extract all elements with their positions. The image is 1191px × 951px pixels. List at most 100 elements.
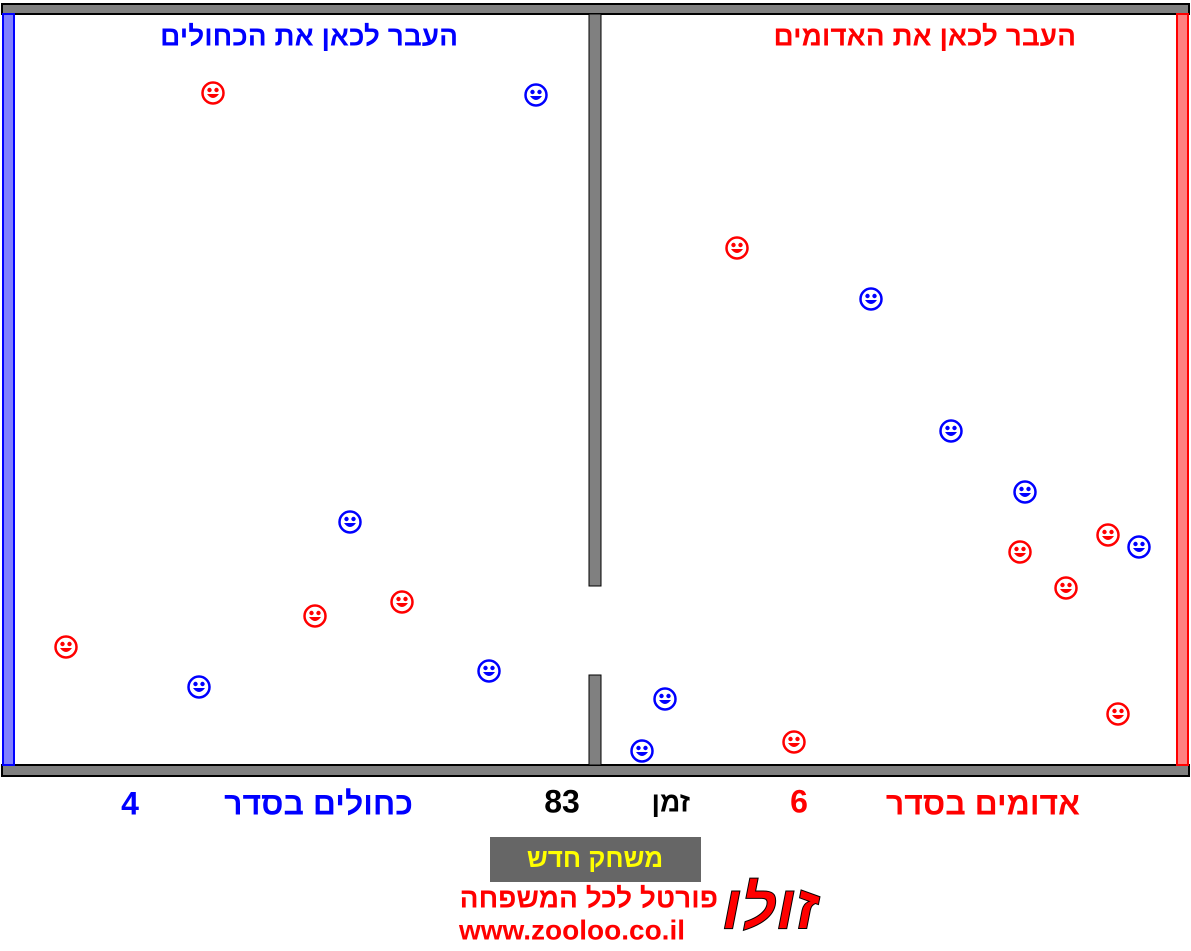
smiley: [338, 510, 362, 534]
smiley-face: [390, 590, 414, 614]
blue-count: 4: [121, 785, 139, 821]
button-bg[interactable]: [490, 837, 701, 882]
smiley: [859, 287, 883, 311]
time-label: זמן: [652, 786, 690, 817]
smiley-eye: [351, 516, 356, 522]
time: 83: [544, 783, 580, 819]
smiley-eye: [403, 596, 408, 602]
smiley-face: [1127, 535, 1151, 559]
smiley-eye: [1021, 546, 1026, 552]
smiley-eye: [1014, 546, 1019, 552]
smiley-face: [939, 419, 963, 443]
smiley-mouth: [731, 249, 743, 253]
smiley-eye: [60, 641, 65, 647]
smiley: [390, 590, 414, 614]
smiley: [725, 236, 749, 260]
new-game-button[interactable]: משחק חדש: [490, 837, 701, 882]
smiley: [1096, 523, 1120, 547]
smiley-mouth: [396, 603, 408, 607]
smiley: [201, 81, 225, 105]
smiley-eye: [865, 293, 870, 299]
smiley-mouth: [788, 743, 800, 747]
smiley-face: [1106, 702, 1130, 726]
smiley-eye: [214, 87, 219, 93]
bottom-wall: [1, 764, 1190, 777]
smiley-eye: [666, 693, 671, 699]
smiley-eye: [530, 89, 535, 95]
smiley-eye: [795, 736, 800, 742]
smiley-eye: [731, 242, 736, 248]
smiley-face: [524, 83, 548, 107]
smiley-eye: [945, 425, 950, 431]
smiley-eye: [643, 745, 648, 751]
smiley-mouth: [207, 94, 219, 98]
smiley-eye: [1019, 486, 1024, 492]
smiley-eye: [344, 516, 349, 522]
smiley-eye: [1067, 582, 1072, 588]
players: [54, 81, 1151, 763]
smiley-mouth: [945, 432, 957, 436]
smiley-eye: [1060, 582, 1065, 588]
smiley-eye: [659, 693, 664, 699]
smiley-mouth: [309, 617, 321, 621]
smiley-eye: [207, 87, 212, 93]
smiley-eye: [67, 641, 72, 647]
button-label[interactable]: משחק חדש: [527, 843, 663, 873]
smiley-face: [1054, 576, 1078, 600]
smiley-eye: [952, 425, 957, 431]
smiley: [1106, 702, 1130, 726]
smiley-face: [630, 739, 654, 763]
smiley: [524, 83, 548, 107]
smiley-mouth: [1133, 548, 1145, 552]
smiley-mouth: [1019, 493, 1031, 497]
smiley-face: [1096, 523, 1120, 547]
smiley: [630, 739, 654, 763]
smiley-eye: [788, 736, 793, 742]
smiley-mouth: [60, 648, 72, 652]
smiley: [939, 419, 963, 443]
smiley-mouth: [344, 523, 356, 527]
smiley-face: [1013, 480, 1037, 504]
smiley-mouth: [659, 700, 671, 704]
smiley-mouth: [865, 300, 877, 304]
smiley-eye: [1140, 541, 1145, 547]
smiley-eye: [1109, 529, 1114, 535]
middle-wall: [588, 13, 602, 587]
smiley-face: [782, 730, 806, 754]
smiley-eye: [483, 665, 488, 671]
blue-zone: [2, 13, 15, 766]
smiley-mouth: [1102, 536, 1114, 540]
smiley: [1008, 540, 1032, 564]
smiley-eye: [1119, 708, 1124, 714]
logo-tagline: פורטל לכל המשפחה: [460, 882, 718, 913]
smiley-mouth: [1014, 553, 1026, 557]
smiley: [782, 730, 806, 754]
smiley-face: [54, 635, 78, 659]
smiley-mouth: [1112, 715, 1124, 719]
logo-name[interactable]: זולו: [722, 873, 821, 943]
smiley-eye: [316, 610, 321, 616]
smiley-face: [303, 604, 327, 628]
smiley-eye: [738, 242, 743, 248]
smiley: [1127, 535, 1151, 559]
smiley-eye: [200, 681, 205, 687]
smiley: [54, 635, 78, 659]
logo-url[interactable]: www.zooloo.co.il: [458, 914, 685, 945]
smiley: [653, 687, 677, 711]
smiley-mouth: [530, 96, 542, 100]
smiley-eye: [193, 681, 198, 687]
smiley: [187, 675, 211, 699]
smiley-face: [1008, 540, 1032, 564]
blue-label: כחולים בסדר: [224, 785, 413, 821]
smiley-face: [187, 675, 211, 699]
smiley-eye: [309, 610, 314, 616]
middle-wall: [588, 674, 602, 766]
smiley: [1013, 480, 1037, 504]
smiley-eye: [490, 665, 495, 671]
smiley-face: [859, 287, 883, 311]
smiley-mouth: [483, 672, 495, 676]
smiley-mouth: [1060, 589, 1072, 593]
smiley-face: [653, 687, 677, 711]
smiley-eye: [1026, 486, 1031, 492]
